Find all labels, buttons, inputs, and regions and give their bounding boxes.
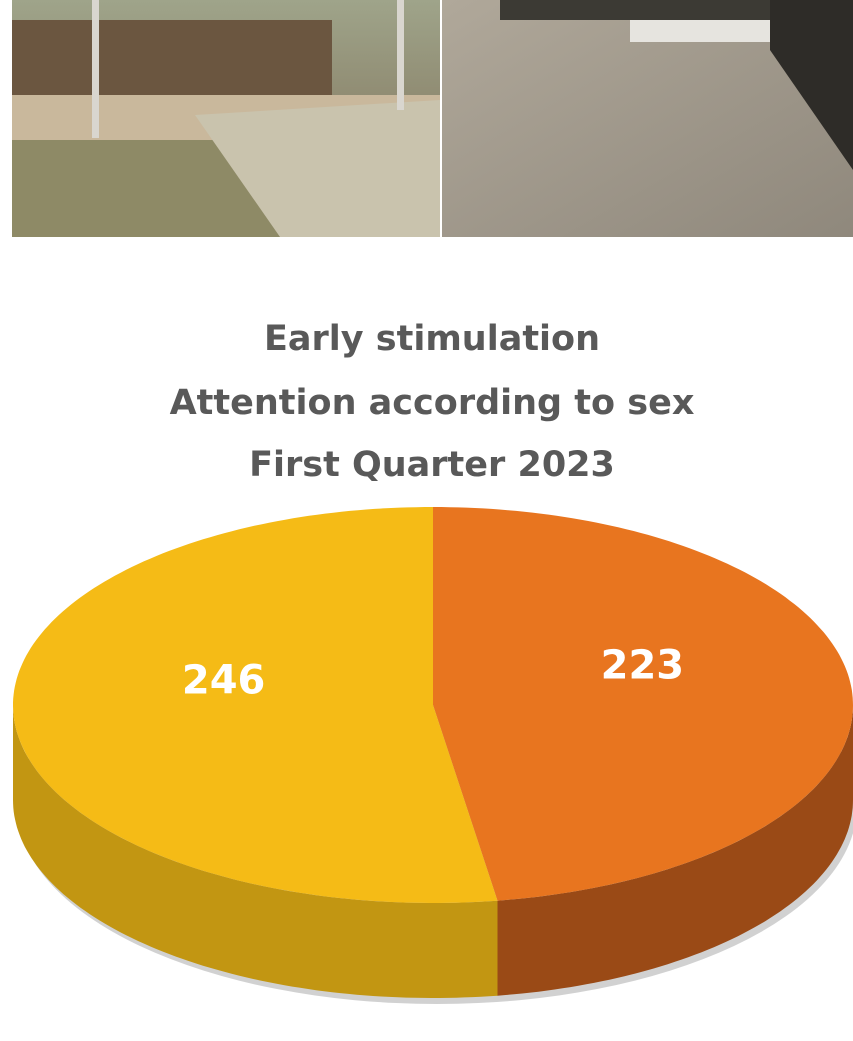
value-label: 223	[601, 642, 685, 688]
value-label: 246	[182, 658, 266, 704]
pie-chart: 223 246	[13, 507, 853, 1004]
photo-right	[442, 0, 853, 237]
page: Early stimulation Attention according to…	[0, 0, 853, 1037]
chart-subtitle: Attention according to sex	[170, 383, 695, 423]
chart-subtitle: First Quarter 2023	[249, 445, 615, 485]
photo-left	[12, 0, 440, 237]
chart-title: Early stimulation	[264, 319, 600, 359]
